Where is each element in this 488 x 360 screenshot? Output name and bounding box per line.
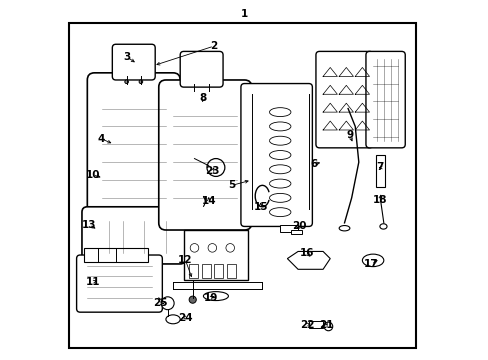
FancyBboxPatch shape <box>241 84 312 226</box>
Text: 19: 19 <box>203 293 217 303</box>
Text: 9: 9 <box>346 130 353 140</box>
Text: 15: 15 <box>253 202 267 212</box>
Text: 2: 2 <box>210 41 217 51</box>
FancyBboxPatch shape <box>159 80 251 230</box>
FancyBboxPatch shape <box>226 264 235 278</box>
Circle shape <box>206 158 224 176</box>
FancyBboxPatch shape <box>214 264 223 278</box>
FancyBboxPatch shape <box>375 155 384 187</box>
Text: 7: 7 <box>376 162 383 172</box>
Circle shape <box>225 244 234 252</box>
FancyBboxPatch shape <box>112 44 155 80</box>
Text: 21: 21 <box>319 320 333 330</box>
Text: 12: 12 <box>178 255 192 265</box>
Ellipse shape <box>362 254 383 267</box>
FancyBboxPatch shape <box>77 255 162 312</box>
Circle shape <box>139 80 142 84</box>
FancyBboxPatch shape <box>308 321 323 328</box>
FancyBboxPatch shape <box>280 225 298 232</box>
Text: 25: 25 <box>153 298 167 308</box>
FancyBboxPatch shape <box>365 51 405 148</box>
Text: 23: 23 <box>204 166 219 176</box>
Text: 18: 18 <box>372 195 386 204</box>
Ellipse shape <box>379 224 386 229</box>
Text: 13: 13 <box>81 220 96 230</box>
FancyBboxPatch shape <box>87 73 180 230</box>
FancyBboxPatch shape <box>189 264 198 278</box>
Ellipse shape <box>339 226 349 231</box>
Ellipse shape <box>165 315 180 324</box>
Circle shape <box>190 244 198 252</box>
Text: 1: 1 <box>241 9 247 19</box>
FancyBboxPatch shape <box>290 230 301 234</box>
Text: 4: 4 <box>98 134 105 144</box>
Text: 10: 10 <box>85 170 100 180</box>
Text: 5: 5 <box>228 180 235 190</box>
FancyBboxPatch shape <box>180 51 223 87</box>
Circle shape <box>207 244 216 252</box>
Text: 8: 8 <box>200 93 206 103</box>
Text: 16: 16 <box>299 248 314 258</box>
Text: 3: 3 <box>123 52 130 62</box>
Circle shape <box>124 80 128 84</box>
Text: 17: 17 <box>363 259 378 269</box>
Text: 22: 22 <box>299 320 314 330</box>
Circle shape <box>161 297 174 310</box>
Text: 6: 6 <box>310 159 317 169</box>
Ellipse shape <box>203 292 228 301</box>
Text: 24: 24 <box>178 312 192 323</box>
FancyBboxPatch shape <box>201 264 210 278</box>
FancyBboxPatch shape <box>83 248 148 262</box>
Text: 14: 14 <box>201 197 216 206</box>
Text: 11: 11 <box>85 277 100 287</box>
Circle shape <box>189 296 196 303</box>
FancyBboxPatch shape <box>315 51 372 148</box>
Circle shape <box>324 322 332 331</box>
FancyBboxPatch shape <box>183 230 247 280</box>
FancyBboxPatch shape <box>82 207 185 264</box>
Text: 20: 20 <box>292 221 306 231</box>
